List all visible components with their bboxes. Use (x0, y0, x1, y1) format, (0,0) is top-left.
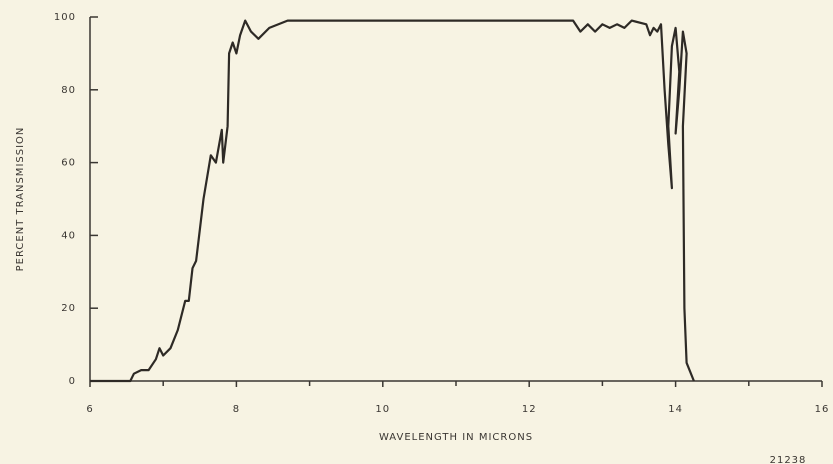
x-axis-label: WAVELENGTH IN MICRONS (379, 432, 533, 443)
y-tick-label: 100 (54, 12, 76, 23)
y-tick-label: 0 (69, 376, 76, 387)
x-tick-label: 16 (815, 404, 830, 415)
x-tick-label: 14 (668, 404, 683, 415)
transmission-line (90, 19, 695, 383)
x-tick-label: 6 (86, 404, 93, 415)
x-tick-label: 8 (233, 404, 240, 415)
annotation: 21238 (770, 455, 807, 464)
y-tick-label: 20 (61, 303, 76, 314)
y-tick-label: 60 (61, 158, 76, 169)
y-tick-label: 40 (61, 230, 76, 241)
y-axis-label: PERCENT TRANSMISSION (15, 127, 26, 272)
y-tick-label: 80 (61, 85, 76, 96)
x-tick-label: 12 (522, 404, 537, 415)
x-tick-label: 10 (375, 404, 390, 415)
